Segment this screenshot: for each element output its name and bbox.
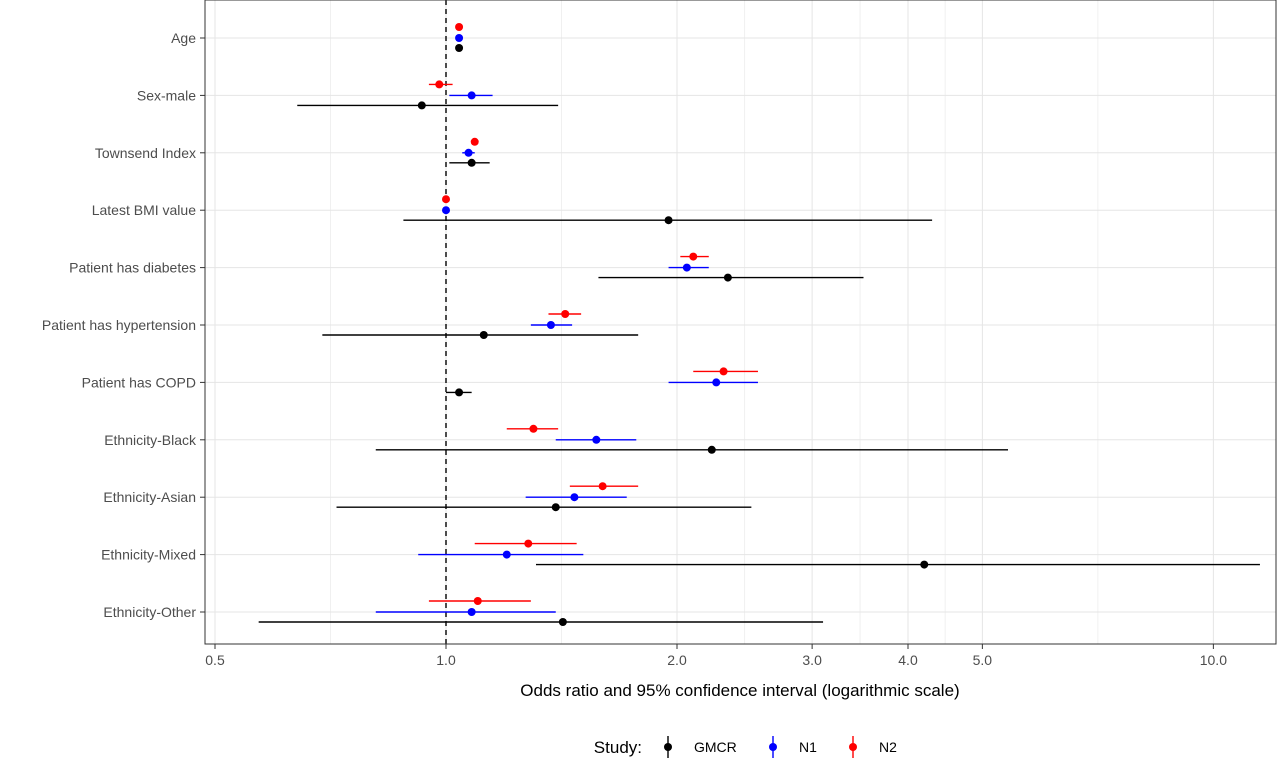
point-estimate <box>524 539 533 548</box>
y-category-label: Patient has COPD <box>82 374 196 390</box>
legend-label: N2 <box>879 739 897 755</box>
point-estimate <box>707 445 716 454</box>
series-gmcr <box>258 44 1260 626</box>
x-tick-label: 4.0 <box>898 652 918 668</box>
point-estimate <box>664 216 673 225</box>
legend-item-gmcr: GMCR <box>664 736 737 758</box>
point-estimate <box>435 80 444 89</box>
y-category-label: Ethnicity-Mixed <box>101 547 196 563</box>
x-axis-title: Odds ratio and 95% confidence interval (… <box>520 681 959 700</box>
point-estimate <box>455 388 464 397</box>
point-estimate <box>598 482 607 491</box>
x-tick-label: 10.0 <box>1200 652 1227 668</box>
y-category-label: Ethnicity-Black <box>104 432 197 448</box>
point-estimate <box>502 550 511 559</box>
point-estimate <box>455 34 464 42</box>
point-estimate <box>467 608 476 616</box>
point-estimate <box>467 158 476 167</box>
point-estimate <box>470 137 479 146</box>
point-estimate <box>558 618 567 626</box>
legend: Study: GMCR N1 N2 <box>594 736 897 758</box>
legend-title: Study: <box>594 738 642 757</box>
series-n1 <box>375 34 758 616</box>
point-estimate <box>455 44 464 52</box>
point-estimate <box>719 367 728 376</box>
x-tick-label: 2.0 <box>667 652 687 668</box>
grid-minor <box>330 0 1099 644</box>
y-axis: Age Sex-male Townsend Index Latest BMI valu… <box>42 30 205 620</box>
legend-key-point <box>664 743 672 751</box>
point-estimate <box>592 435 601 444</box>
legend-key-point <box>849 743 857 751</box>
legend-item-n2: N2 <box>849 736 897 758</box>
point-estimate <box>723 273 732 282</box>
y-category-label: Sex-male <box>137 87 196 103</box>
y-category-label: Patient has hypertension <box>42 317 196 333</box>
point-estimate <box>442 206 450 215</box>
point-estimate <box>479 331 488 339</box>
y-category-label: Patient has diabetes <box>69 260 196 276</box>
point-estimate <box>417 101 426 110</box>
point-estimate <box>551 503 560 512</box>
legend-item-n1: N1 <box>769 736 817 758</box>
grid-major <box>205 0 1276 644</box>
point-estimate <box>467 91 476 100</box>
point-estimate <box>712 378 721 387</box>
point-estimate <box>570 493 579 502</box>
x-axis: 0.5 1.0 2.0 3.0 4.0 5.0 10.0 <box>205 644 1227 668</box>
legend-label: N1 <box>799 739 817 755</box>
plot-panel-border <box>204 0 1277 645</box>
y-category-label: Age <box>171 30 196 46</box>
series-layer <box>258 23 1260 626</box>
point-estimate <box>455 23 464 31</box>
point-estimate <box>920 560 929 569</box>
y-category-label: Townsend Index <box>95 145 196 161</box>
point-estimate <box>689 252 698 261</box>
point-estimate <box>561 310 570 318</box>
x-tick-label: 3.0 <box>802 652 822 668</box>
legend-label: GMCR <box>694 739 737 755</box>
legend-key-point <box>769 743 777 751</box>
series-n2 <box>428 23 758 605</box>
y-category-label: Ethnicity-Other <box>103 604 196 620</box>
point-estimate <box>473 597 482 605</box>
plot-background <box>205 0 1276 644</box>
x-tick-label: 5.0 <box>973 652 993 668</box>
point-estimate <box>464 148 473 157</box>
y-category-label: Ethnicity-Asian <box>103 489 196 505</box>
x-tick-label: 1.0 <box>436 652 456 668</box>
x-tick-label: 0.5 <box>205 652 225 668</box>
y-category-label: Latest BMI value <box>92 202 196 218</box>
point-estimate <box>546 321 555 329</box>
point-estimate <box>442 195 450 204</box>
point-estimate <box>529 424 538 433</box>
point-estimate <box>682 263 691 272</box>
